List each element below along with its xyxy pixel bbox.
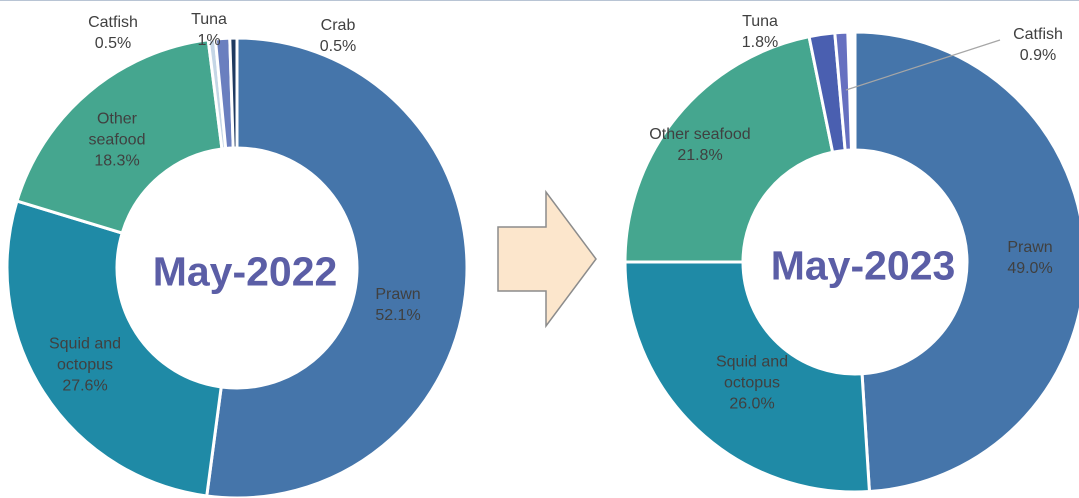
slice — [205, 36, 469, 498]
slice-label: Catfish 0.9% — [1003, 24, 1073, 66]
arrow — [497, 189, 597, 329]
value-label: 18.3% — [94, 152, 140, 170]
value-label: 0.9% — [1019, 47, 1057, 64]
category-name: Prawn — [1007, 239, 1053, 256]
category-name: Squid and octopus — [48, 335, 122, 374]
category-name: Prawn — [375, 286, 421, 303]
leader-line — [845, 39, 1001, 91]
slice-label: Catfish 0.5% — [78, 12, 148, 54]
slice — [833, 30, 854, 153]
category-name: Crab — [320, 17, 356, 34]
slice — [623, 260, 872, 494]
slice-label: Other seafood 21.8% — [625, 124, 775, 166]
slice-label: Squid and octopus 26.0% — [702, 352, 802, 415]
slice-label: Tuna 1.8% — [730, 11, 790, 53]
slice — [228, 36, 239, 150]
slice-label: Squid and octopus 27.6% — [35, 334, 135, 397]
category-name: Other seafood — [88, 110, 146, 149]
slice-label: Prawn 49.0% — [995, 237, 1065, 279]
slice — [15, 38, 224, 235]
slice-label: Crab 0.5% — [308, 15, 368, 57]
category-name: Squid and octopus — [715, 353, 789, 392]
slice — [853, 30, 1079, 494]
category-name: Tuna — [191, 11, 227, 28]
center-title: May-2023 — [770, 242, 956, 289]
category-name: Catfish — [88, 14, 138, 31]
slice-label: Tuna 1% — [184, 9, 234, 51]
slice-label: Other seafood 18.3% — [80, 109, 155, 172]
value-label: 49.0% — [1007, 260, 1053, 277]
category-name: Catfish — [1013, 26, 1063, 43]
category-name: Tuna — [742, 13, 778, 30]
value-label: 27.6% — [62, 377, 108, 395]
value-label: 26.0% — [729, 395, 775, 413]
category-name: Other seafood — [649, 126, 751, 143]
value-label: 1% — [197, 32, 221, 49]
slice — [5, 199, 223, 498]
value-label: 52.1% — [375, 307, 421, 324]
value-label: 1.8% — [741, 34, 779, 51]
value-label: 21.8% — [677, 147, 723, 164]
slice — [623, 34, 835, 264]
value-label: 0.5% — [319, 38, 357, 55]
value-label: 0.5% — [94, 35, 132, 52]
center-title: May-2022 — [152, 248, 338, 295]
slice-label: Prawn 52.1% — [353, 284, 443, 326]
